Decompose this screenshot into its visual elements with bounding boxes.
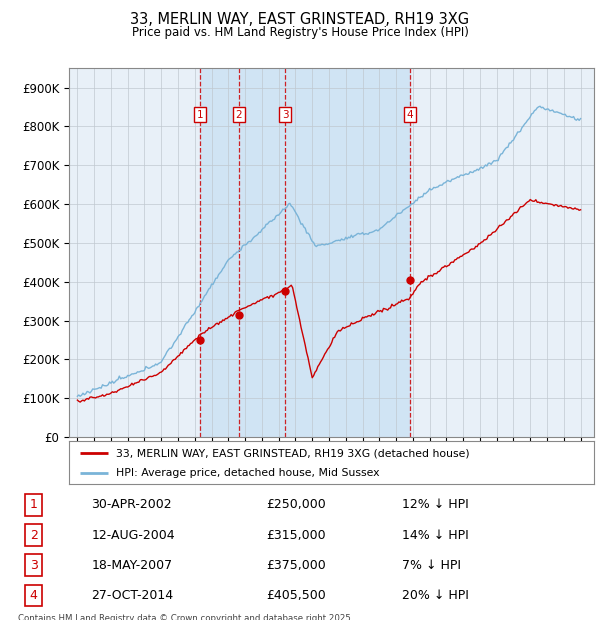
- Text: 14% ↓ HPI: 14% ↓ HPI: [401, 529, 468, 542]
- Text: 1: 1: [30, 498, 38, 511]
- Text: £250,000: £250,000: [266, 498, 326, 511]
- Text: £315,000: £315,000: [266, 529, 326, 542]
- Text: 4: 4: [407, 110, 413, 120]
- Text: 7% ↓ HPI: 7% ↓ HPI: [401, 559, 461, 572]
- Text: Contains HM Land Registry data © Crown copyright and database right 2025.
This d: Contains HM Land Registry data © Crown c…: [18, 614, 353, 620]
- Text: 33, MERLIN WAY, EAST GRINSTEAD, RH19 3XG (detached house): 33, MERLIN WAY, EAST GRINSTEAD, RH19 3XG…: [116, 448, 470, 458]
- Text: £405,500: £405,500: [266, 589, 326, 602]
- Text: 20% ↓ HPI: 20% ↓ HPI: [401, 589, 469, 602]
- Text: 12-AUG-2004: 12-AUG-2004: [91, 529, 175, 542]
- Text: 27-OCT-2014: 27-OCT-2014: [91, 589, 173, 602]
- Text: 33, MERLIN WAY, EAST GRINSTEAD, RH19 3XG: 33, MERLIN WAY, EAST GRINSTEAD, RH19 3XG: [130, 12, 470, 27]
- Text: 4: 4: [30, 589, 38, 602]
- Text: 3: 3: [282, 110, 289, 120]
- Text: Price paid vs. HM Land Registry's House Price Index (HPI): Price paid vs. HM Land Registry's House …: [131, 26, 469, 39]
- Text: HPI: Average price, detached house, Mid Sussex: HPI: Average price, detached house, Mid …: [116, 468, 380, 478]
- Text: 3: 3: [30, 559, 38, 572]
- Text: 2: 2: [30, 529, 38, 542]
- Text: 18-MAY-2007: 18-MAY-2007: [91, 559, 172, 572]
- Text: 1: 1: [197, 110, 203, 120]
- Text: 2: 2: [235, 110, 242, 120]
- Bar: [200, 68, 410, 437]
- Text: £375,000: £375,000: [266, 559, 326, 572]
- Text: 30-APR-2002: 30-APR-2002: [91, 498, 172, 511]
- Text: 12% ↓ HPI: 12% ↓ HPI: [401, 498, 468, 511]
